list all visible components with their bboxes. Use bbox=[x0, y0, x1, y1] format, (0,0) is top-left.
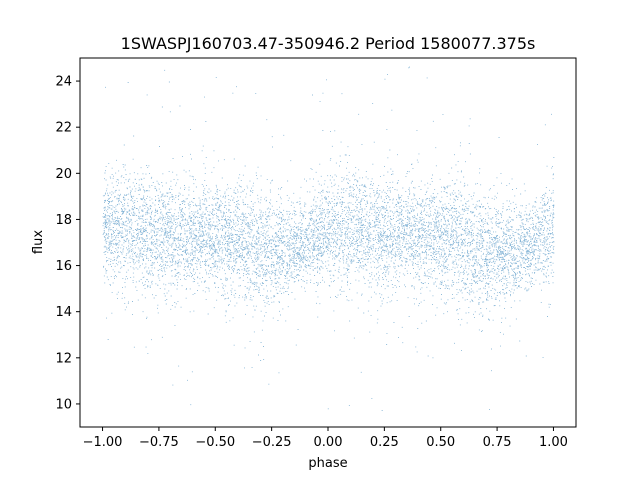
y-axis: 10 12 14 16 18 20 22 24 bbox=[55, 75, 80, 412]
y-tick-label: 18 bbox=[55, 213, 72, 228]
x-tick-label: −1.00 bbox=[83, 435, 123, 450]
y-tick-label: 10 bbox=[55, 397, 72, 412]
y-tick-label: 16 bbox=[55, 259, 72, 274]
x-tick-label: 0.75 bbox=[483, 435, 512, 450]
x-tick-label: −0.75 bbox=[139, 435, 179, 450]
x-tick-label: 0.50 bbox=[426, 435, 455, 450]
y-tick-label: 14 bbox=[55, 305, 72, 320]
x-axis: −1.00 −0.75 −0.50 −0.25 0.00 0.25 0.50 0.75 1.00 bbox=[83, 427, 568, 450]
chart-title: 1SWASPJ160703.47-350946.2 Period 1580077… bbox=[121, 34, 536, 53]
x-axis-label: phase bbox=[308, 456, 347, 471]
y-tick-label: 20 bbox=[55, 167, 72, 182]
x-tick-label: −0.25 bbox=[252, 435, 292, 450]
y-tick-label: 24 bbox=[55, 75, 72, 90]
y-axis-label: flux bbox=[31, 230, 46, 254]
x-tick-label: 0.25 bbox=[370, 435, 399, 450]
data-point-cloud bbox=[102, 66, 555, 411]
scatter-points bbox=[102, 66, 555, 411]
x-tick-label: 1.00 bbox=[539, 435, 568, 450]
y-tick-label: 12 bbox=[55, 351, 72, 366]
y-tick-label: 22 bbox=[55, 121, 72, 136]
x-tick-label: 0.00 bbox=[314, 435, 343, 450]
x-tick-label: −0.50 bbox=[195, 435, 235, 450]
